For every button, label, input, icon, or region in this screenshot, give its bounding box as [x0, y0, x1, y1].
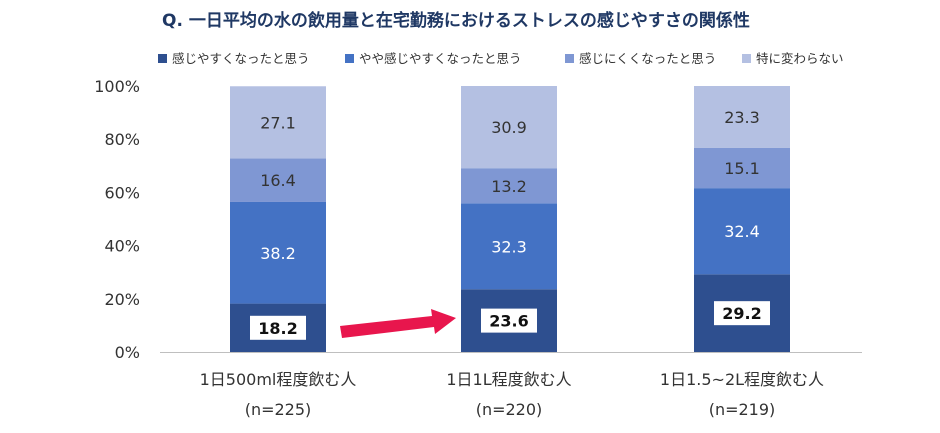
bar-segment	[694, 147, 790, 189]
value-label: 23.3	[724, 108, 760, 127]
bar-segment	[461, 168, 557, 204]
legend-swatch	[742, 54, 751, 63]
value-label: 30.9	[491, 118, 527, 137]
category-label: 1日1.5~2L程度飲む人	[660, 370, 824, 389]
value-label-box	[481, 308, 537, 333]
bar-segment	[461, 86, 557, 169]
bar-segment	[230, 158, 326, 202]
category-label: 1日500ml程度飲む人	[200, 370, 357, 389]
legend-label: やや感じやすくなったと思う	[359, 51, 522, 66]
bar-segment	[230, 201, 326, 304]
value-label: 13.2	[491, 177, 527, 196]
bar-segment	[694, 86, 790, 148]
category-n-label: (n=220)	[476, 400, 543, 419]
y-tick-label: 0%	[115, 343, 140, 362]
value-label: 32.4	[724, 222, 760, 241]
value-label: 15.1	[724, 159, 760, 178]
category-n-label: (n=219)	[709, 400, 776, 419]
category-n-label: (n=225)	[245, 400, 312, 419]
legend-label: 感じやすくなったと思う	[172, 51, 310, 66]
value-label: 29.2	[722, 304, 761, 323]
category-label: 1日1L程度飲む人	[446, 370, 571, 389]
legend-swatch	[565, 54, 574, 63]
value-label: 18.2	[258, 319, 297, 338]
y-axis: 0% 20% 40% 60% 80% 100%	[94, 77, 862, 362]
legend-swatch	[158, 54, 167, 63]
legend: 感じやすくなったと思う やや感じやすくなったと思う 感じにくくなったと思う 特に変わら…	[158, 51, 844, 66]
highlight-arrow	[340, 309, 456, 338]
x-axis: 1日500ml程度飲む人 (n=225) 1日1L程度飲む人 (n=220) 1日1.5…	[200, 370, 824, 419]
bars: 18.2 38.2 16.4 27.1 23.6 32.3 13.2 30.9 29.2 32.4…	[230, 86, 790, 352]
y-tick-label: 60%	[104, 183, 140, 202]
value-label: 38.2	[260, 244, 296, 263]
y-tick-label: 80%	[104, 130, 140, 149]
annotations	[340, 309, 456, 338]
value-label-box	[714, 301, 770, 326]
value-label-box	[250, 315, 306, 340]
legend-swatch	[345, 54, 354, 63]
value-label: 27.1	[260, 113, 296, 132]
bar-segment	[230, 86, 326, 159]
y-tick-label: 20%	[104, 290, 140, 309]
value-label: 23.6	[489, 312, 528, 331]
bar-segment	[461, 203, 557, 290]
legend-label: 感じにくくなったと思う	[579, 51, 716, 66]
y-tick-label: 100%	[94, 77, 140, 96]
value-label: 32.3	[491, 237, 527, 256]
chart-title: Q. 一日平均の水の飲用量と在宅勤務におけるストレスの感じやすさの関係性	[162, 10, 750, 31]
legend-label: 特に変わらない	[756, 51, 844, 66]
value-label: 16.4	[260, 171, 296, 190]
y-tick-label: 40%	[104, 237, 140, 256]
bar-segment	[694, 188, 790, 275]
